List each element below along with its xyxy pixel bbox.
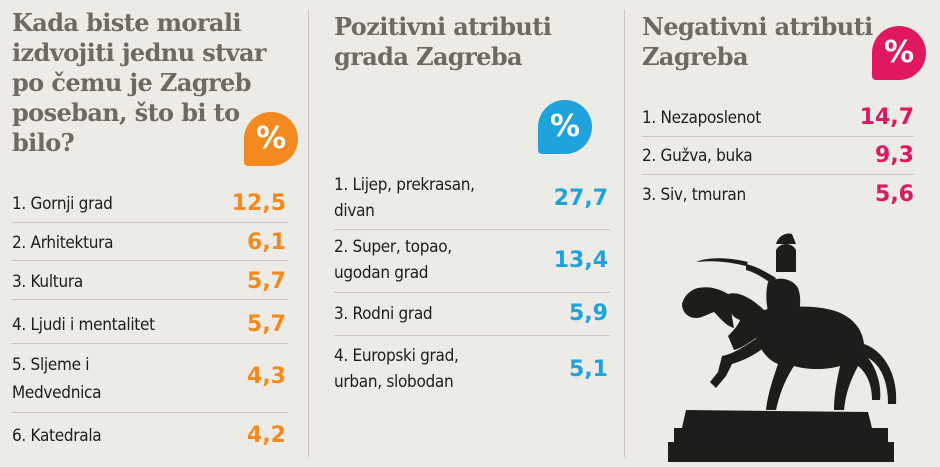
row-value: 12,5	[231, 191, 286, 216]
title-line: izdvojiti jednu stvar	[12, 38, 267, 67]
row-label: 4. Europski grad, urban, slobodan	[334, 345, 459, 393]
row-divider	[334, 229, 610, 230]
row-value: 9,3	[875, 143, 914, 168]
row-label-line: 4. Europski grad,	[334, 346, 459, 366]
row-value: 5,1	[569, 357, 608, 382]
row-divider	[12, 222, 288, 223]
row-label-line: ugodan grad	[334, 263, 429, 283]
title-line: bilo?	[12, 128, 75, 157]
title-line: poseban, što bi to	[12, 98, 240, 127]
row-label: 2. Arhitektura	[12, 233, 114, 253]
row-label-line: 5. Sljeme i	[12, 355, 90, 375]
row-label: 1. Gornji grad	[12, 194, 113, 214]
row-divider	[642, 136, 914, 137]
column-divider	[308, 10, 309, 457]
column-divider	[624, 10, 625, 457]
row-divider	[12, 412, 288, 413]
percent-badge-icon: %	[538, 100, 592, 154]
row-value: 27,7	[553, 186, 608, 211]
row-divider	[12, 260, 288, 261]
row-value: 13,4	[553, 248, 608, 273]
title-line: Kada biste morali	[12, 8, 241, 37]
row-label-line: divan	[334, 201, 375, 221]
row-divider	[334, 292, 610, 293]
row-divider	[12, 299, 288, 300]
row-label: 2. Gužva, buka	[642, 146, 753, 166]
title-line: po čemu je Zagreb	[12, 68, 251, 97]
title-line: Pozitivni atributi	[334, 12, 552, 41]
row-value: 4,2	[247, 423, 286, 448]
row-value: 5,6	[875, 182, 914, 207]
percent-badge-icon: %	[244, 112, 298, 166]
row-label: 5. Sljeme i Medvednica	[12, 354, 102, 404]
row-label: 3. Kultura	[12, 272, 83, 292]
row-label: 1. Nezaposlenot	[642, 108, 761, 128]
equestrian-statue-icon	[668, 233, 897, 462]
row-label-line: Medvednica	[12, 383, 102, 403]
row-label: 4. Ljudi i mentalitet	[12, 315, 155, 335]
row-label: 6. Katedrala	[12, 426, 102, 446]
row-divider	[642, 174, 914, 175]
title-line: grada Zagreba	[334, 42, 523, 71]
row-label-line: 2. Super, topao,	[334, 237, 452, 257]
row-value: 14,7	[859, 105, 914, 130]
row-label: 3. Rodni grad	[334, 304, 433, 324]
row-value: 5,7	[247, 269, 286, 294]
title-line: Negativni atributi	[642, 12, 873, 41]
title-line: Zagreba	[642, 42, 749, 71]
row-label-line: 1. Lijep, prekrasan,	[334, 175, 475, 195]
row-value: 4,3	[247, 364, 286, 389]
row-value: 6,1	[247, 230, 286, 255]
percent-badge-icon: %	[872, 26, 926, 80]
panel-title: Pozitivni atributi grada Zagreba	[334, 12, 594, 72]
row-divider	[12, 343, 288, 344]
row-label: 3. Siv, tmuran	[642, 185, 746, 205]
row-label: 2. Super, topao, ugodan grad	[334, 236, 452, 284]
panel-title: Negativni atributi Zagreba	[642, 12, 882, 72]
panel-title: Kada biste morali izdvojiti jednu stvar …	[12, 8, 272, 158]
row-value: 5,9	[569, 301, 608, 326]
row-label: 1. Lijep, prekrasan, divan	[334, 174, 475, 222]
row-value: 5,7	[247, 312, 286, 337]
row-divider	[334, 335, 610, 336]
row-label-line: urban, slobodan	[334, 372, 454, 392]
